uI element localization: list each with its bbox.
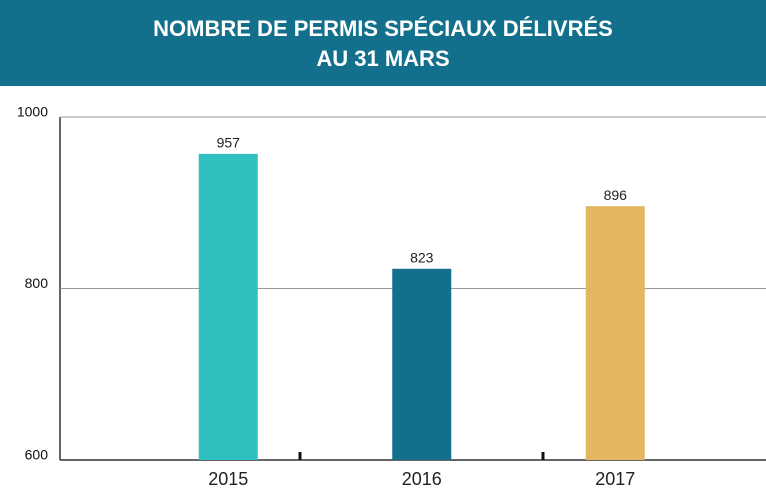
value-label: 896	[604, 187, 628, 203]
bar	[585, 206, 645, 460]
x-tick-label: 2016	[402, 469, 442, 489]
chart-title: AU 31 MARS	[316, 46, 449, 71]
value-label: 957	[217, 135, 241, 151]
bar	[392, 268, 452, 460]
y-tick-label: 800	[25, 275, 49, 291]
y-tick-label: 1000	[17, 104, 48, 120]
y-tick-label: 600	[25, 447, 49, 463]
x-tick-label: 2015	[208, 469, 248, 489]
x-tick-label: 2017	[595, 469, 635, 489]
chart-title: NOMBRE DE PERMIS SPÉCIAUX DÉLIVRÉS	[153, 16, 613, 41]
value-label: 823	[410, 249, 434, 265]
bar	[198, 153, 258, 460]
header-band	[0, 0, 766, 86]
